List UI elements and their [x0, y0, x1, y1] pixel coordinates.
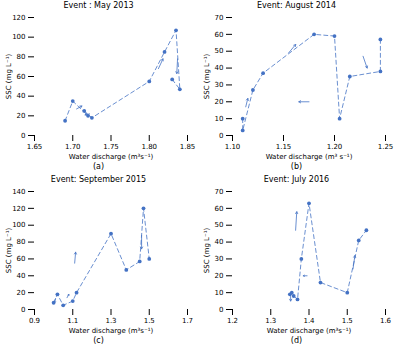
svg-text:1.4: 1.4 — [303, 317, 315, 325]
svg-text:40: 40 — [17, 272, 26, 280]
svg-text:Water discharge (m³s⁻¹): Water discharge (m³s⁻¹) — [69, 327, 154, 335]
svg-text:1.25: 1.25 — [378, 143, 394, 151]
svg-text:1.7: 1.7 — [182, 317, 193, 325]
svg-text:1.80: 1.80 — [141, 143, 157, 151]
svg-text:140: 140 — [12, 188, 25, 196]
svg-text:30: 30 — [215, 255, 224, 263]
svg-text:1.6: 1.6 — [380, 317, 392, 325]
svg-text:40: 40 — [17, 92, 26, 100]
svg-text:1.85: 1.85 — [180, 143, 196, 151]
svg-text:0: 0 — [219, 132, 223, 140]
svg-text:50: 50 — [215, 47, 224, 55]
svg-text:0: 0 — [21, 306, 25, 314]
svg-text:70: 70 — [215, 14, 224, 22]
svg-text:10: 10 — [215, 289, 224, 297]
svg-text:1.3: 1.3 — [265, 317, 276, 325]
svg-text:1.15: 1.15 — [276, 143, 292, 151]
svg-text:60: 60 — [17, 255, 26, 263]
svg-text:1.20: 1.20 — [327, 143, 343, 151]
html-text:(c): (c) — [93, 336, 104, 345]
svg-text:80: 80 — [17, 53, 26, 61]
html-text:Event: August 2014: Event: August 2014 — [257, 1, 336, 10]
svg-text:80: 80 — [17, 238, 26, 246]
svg-text:0: 0 — [219, 306, 223, 314]
svg-text:120: 120 — [12, 14, 25, 22]
html-text:(d): (d) — [290, 336, 303, 345]
svg-text:60: 60 — [215, 205, 224, 213]
html-text:(b): (b) — [290, 162, 303, 171]
svg-text:1.3: 1.3 — [105, 317, 116, 325]
svg-text:50: 50 — [215, 221, 224, 229]
svg-text:20: 20 — [17, 112, 26, 120]
svg-text:1.5: 1.5 — [144, 317, 155, 325]
svg-text:10: 10 — [215, 115, 224, 123]
svg-text:60: 60 — [17, 73, 26, 81]
svg-text:100: 100 — [12, 221, 25, 229]
svg-text:SSC (mg L⁻¹): SSC (mg L⁻¹) — [5, 228, 13, 274]
svg-text:1.5: 1.5 — [342, 317, 353, 325]
html-text:Event: September 2015: Event: September 2015 — [50, 175, 147, 184]
svg-text:1.1: 1.1 — [67, 317, 78, 325]
svg-text:40: 40 — [215, 64, 224, 72]
svg-text:100: 100 — [12, 33, 25, 41]
svg-text:70: 70 — [215, 188, 224, 196]
html-text:(a): (a) — [92, 162, 105, 171]
svg-text:1.10: 1.10 — [225, 143, 241, 151]
html-text:Event: July 2016: Event: July 2016 — [263, 175, 330, 184]
svg-text:1.2: 1.2 — [227, 317, 238, 325]
svg-text:SSC (mg L⁻¹): SSC (mg L⁻¹) — [203, 228, 211, 274]
svg-text:120: 120 — [12, 205, 25, 213]
svg-text:20: 20 — [215, 272, 224, 280]
svg-text:20: 20 — [17, 289, 26, 297]
svg-text:40: 40 — [215, 238, 224, 246]
svg-text:Water discharge (m³ s⁻¹): Water discharge (m³ s⁻¹) — [266, 153, 353, 161]
svg-text:SSC (mg L⁻¹): SSC (mg L⁻¹) — [203, 54, 211, 100]
svg-text:1.75: 1.75 — [103, 143, 119, 151]
svg-text:1.70: 1.70 — [65, 143, 81, 151]
svg-text:0.9: 0.9 — [29, 317, 40, 325]
svg-text:30: 30 — [215, 81, 224, 89]
svg-text:20: 20 — [215, 98, 224, 106]
svg-text:1.65: 1.65 — [27, 143, 43, 151]
svg-text:Water discharge (m³s⁻¹): Water discharge (m³s⁻¹) — [267, 327, 352, 335]
html-text:Event : May 2013: Event : May 2013 — [63, 1, 134, 10]
svg-text:60: 60 — [215, 31, 224, 39]
svg-text:Water discharge (m³s⁻¹): Water discharge (m³s⁻¹) — [69, 153, 154, 161]
svg-text:SSC (mg L⁻¹): SSC (mg L⁻¹) — [5, 54, 13, 100]
svg-text:0: 0 — [21, 132, 25, 140]
